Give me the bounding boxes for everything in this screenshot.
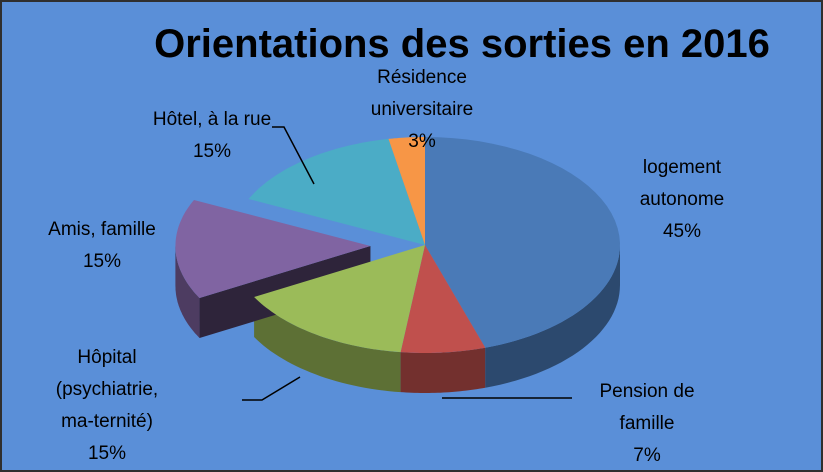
- value-label: 15%: [82, 251, 122, 272]
- slice-label: Hôpital (psychiatrie, ma-ternité) 15%: [42, 342, 172, 470]
- value-label: 15%: [192, 141, 232, 162]
- category-label: Pension de famille: [599, 381, 695, 434]
- category-label: Résidence universitaire: [370, 67, 474, 120]
- category-label: logement autonome: [639, 157, 725, 210]
- pie-slice: [248, 138, 425, 245]
- category-label: Hôtel, à la rue: [152, 109, 272, 130]
- pie-slice: [388, 137, 425, 245]
- leader-line: [272, 126, 315, 185]
- value-label: 15%: [87, 443, 127, 464]
- pie-slice: [400, 245, 486, 353]
- slice-side: [485, 245, 620, 388]
- chart-title: Orientations des sorties en 2016: [154, 22, 770, 66]
- value-label: 3%: [408, 131, 436, 152]
- category-label: Amis, famille: [48, 219, 156, 240]
- slice-label: Pension de famille 7%: [572, 376, 722, 470]
- slice-label: Amis, famille 15%: [12, 214, 192, 278]
- slice-side: [254, 297, 401, 393]
- slice-label: Hôtel, à la rue 15%: [152, 104, 272, 168]
- value-label: 7%: [633, 445, 661, 466]
- slice-label: logement autonome 45%: [617, 152, 747, 248]
- pie-slice: [425, 137, 620, 348]
- pie-slice: [175, 200, 371, 298]
- slice-side: [175, 245, 200, 338]
- leader-line: [242, 376, 301, 401]
- pie-slice: [254, 245, 425, 353]
- slice-side: [400, 347, 486, 393]
- category-label: Hôpital (psychiatrie, ma-ternité): [55, 347, 159, 432]
- slice-label: Résidence universitaire 3%: [357, 62, 487, 158]
- value-label: 45%: [662, 221, 702, 242]
